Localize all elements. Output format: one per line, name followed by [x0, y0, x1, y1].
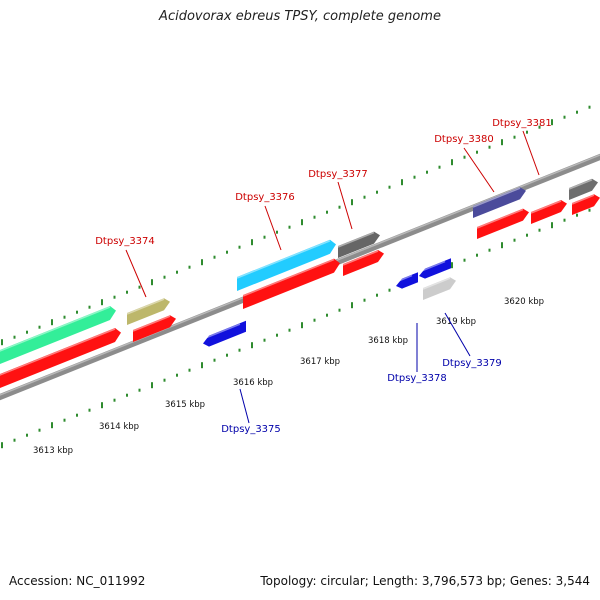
gene-bar-grey-shine — [422, 277, 451, 290]
gene-bar-grey — [422, 277, 456, 300]
cds-arrow-shine — [0, 328, 116, 376]
cds-arrow-shine — [476, 208, 524, 229]
gene-bar-3374 — [126, 298, 170, 325]
gene-bar-3377-body — [338, 231, 380, 258]
cds-arrow-body — [133, 315, 176, 342]
gene-bar-3376-shine — [236, 240, 331, 279]
kbp-label: 3614 kbp — [99, 422, 139, 432]
gene-bar-3381-body — [569, 178, 598, 200]
label-dtpsy-3377-leader — [337, 181, 353, 230]
kbp-label: 3615 kbp — [165, 400, 205, 410]
accession-text: Accession: NC_011992 — [9, 574, 146, 588]
label-dtpsy-3380: Dtpsy_3380 — [434, 134, 494, 145]
label-dtpsy-3378: Dtpsy_3378 — [387, 373, 447, 384]
label-dtpsy-3374-leader — [125, 249, 147, 298]
gene-bar-3379-body — [419, 258, 451, 279]
label-dtpsy-3381-leader — [522, 130, 540, 176]
kbp-label: 3617 kbp — [300, 357, 340, 367]
gene-bar-3379 — [418, 258, 451, 279]
cds-arrow-shine — [242, 258, 335, 297]
gene-bar-grey-body — [423, 277, 456, 300]
gene-bar-3378-body — [396, 272, 418, 289]
gene-bar-3380-body — [473, 187, 526, 218]
gene-labels: Dtpsy_3374 Dtpsy_3376 Dtpsy_3377 Dtpsy_3380… — [95, 118, 552, 435]
cds-arrow — [530, 200, 567, 224]
cds-arrow-body — [572, 194, 600, 215]
label-dtpsy-3376-leader — [264, 205, 282, 251]
gene-bar-3375 — [202, 320, 246, 347]
label-dtpsy-3375: Dtpsy_3375 — [221, 424, 281, 435]
kbp-label: 3616 kbp — [233, 378, 273, 388]
genome-summary: Topology: circular; Length: 3,796,573 bp… — [260, 574, 590, 588]
gene-bar-3378 — [395, 272, 418, 289]
label-dtpsy-3377: Dtpsy_3377 — [308, 169, 368, 180]
label-dtpsy-3374: Dtpsy_3374 — [95, 236, 155, 247]
cds-arrow-body — [531, 200, 567, 224]
gene-bar-green — [0, 306, 116, 364]
gene-bar-3381 — [568, 178, 598, 200]
cds-arrow-shine — [530, 200, 562, 214]
cds-arrow — [242, 258, 340, 309]
cds-arrow-body — [0, 328, 121, 388]
cds-arrow-shine — [132, 315, 171, 332]
label-dtpsy-3375-leader — [239, 388, 250, 424]
kbp-label: 3619 kbp — [436, 317, 476, 327]
gene-bar-3378-shine — [395, 274, 413, 283]
label-dtpsy-3379-leader — [444, 312, 471, 357]
gene-bar-3380-shine — [472, 187, 521, 208]
gene-bar-3380 — [472, 187, 526, 218]
kbp-label: 3618 kbp — [368, 336, 408, 346]
gene-bar-3374-body — [127, 298, 170, 325]
gene-bar-3376 — [236, 239, 336, 291]
label-dtpsy-3376: Dtpsy_3376 — [235, 192, 295, 203]
gene-bar-3374-shine — [126, 298, 165, 315]
label-dtpsy-3380-leader — [463, 147, 495, 193]
tick-marks: 3613 kbp 3614 kbp 3615 kbp 3616 kbp 3617 kbp… — [1, 105, 591, 456]
cds-arrow — [571, 194, 600, 215]
gene-bar-3377-shine — [337, 231, 375, 248]
gene-bar-3376-body — [237, 239, 336, 291]
cds-arrow-shine — [342, 250, 379, 266]
cds-arrow — [342, 250, 384, 276]
gene-bar-3375-shine — [202, 323, 241, 340]
kbp-label: 3620 kbp — [504, 297, 544, 307]
gene-bar-3377 — [337, 231, 380, 258]
cds-arrow-body — [243, 258, 340, 309]
cds-arrow — [476, 208, 529, 239]
gene-bar-3379-shine — [418, 260, 446, 273]
cds-arrow — [0, 328, 121, 388]
cds-arrow-shine — [571, 194, 595, 205]
gene-bar-3381-shine — [568, 179, 593, 190]
gene-bar-green-body — [0, 306, 116, 364]
cds-arrow-body — [343, 250, 384, 276]
label-dtpsy-3379: Dtpsy_3379 — [442, 358, 502, 369]
kbp-label: 3613 kbp — [33, 446, 73, 456]
cds-arrow-body — [477, 208, 529, 239]
label-dtpsy-3381: Dtpsy_3381 — [492, 118, 552, 129]
gene-bar-green-shine — [0, 306, 111, 352]
gene-features — [0, 178, 600, 388]
cds-arrow — [132, 315, 176, 342]
gene-bar-3375-body — [203, 320, 246, 347]
map-title: Acidovorax ebreus TPSY, complete genome — [159, 9, 441, 24]
